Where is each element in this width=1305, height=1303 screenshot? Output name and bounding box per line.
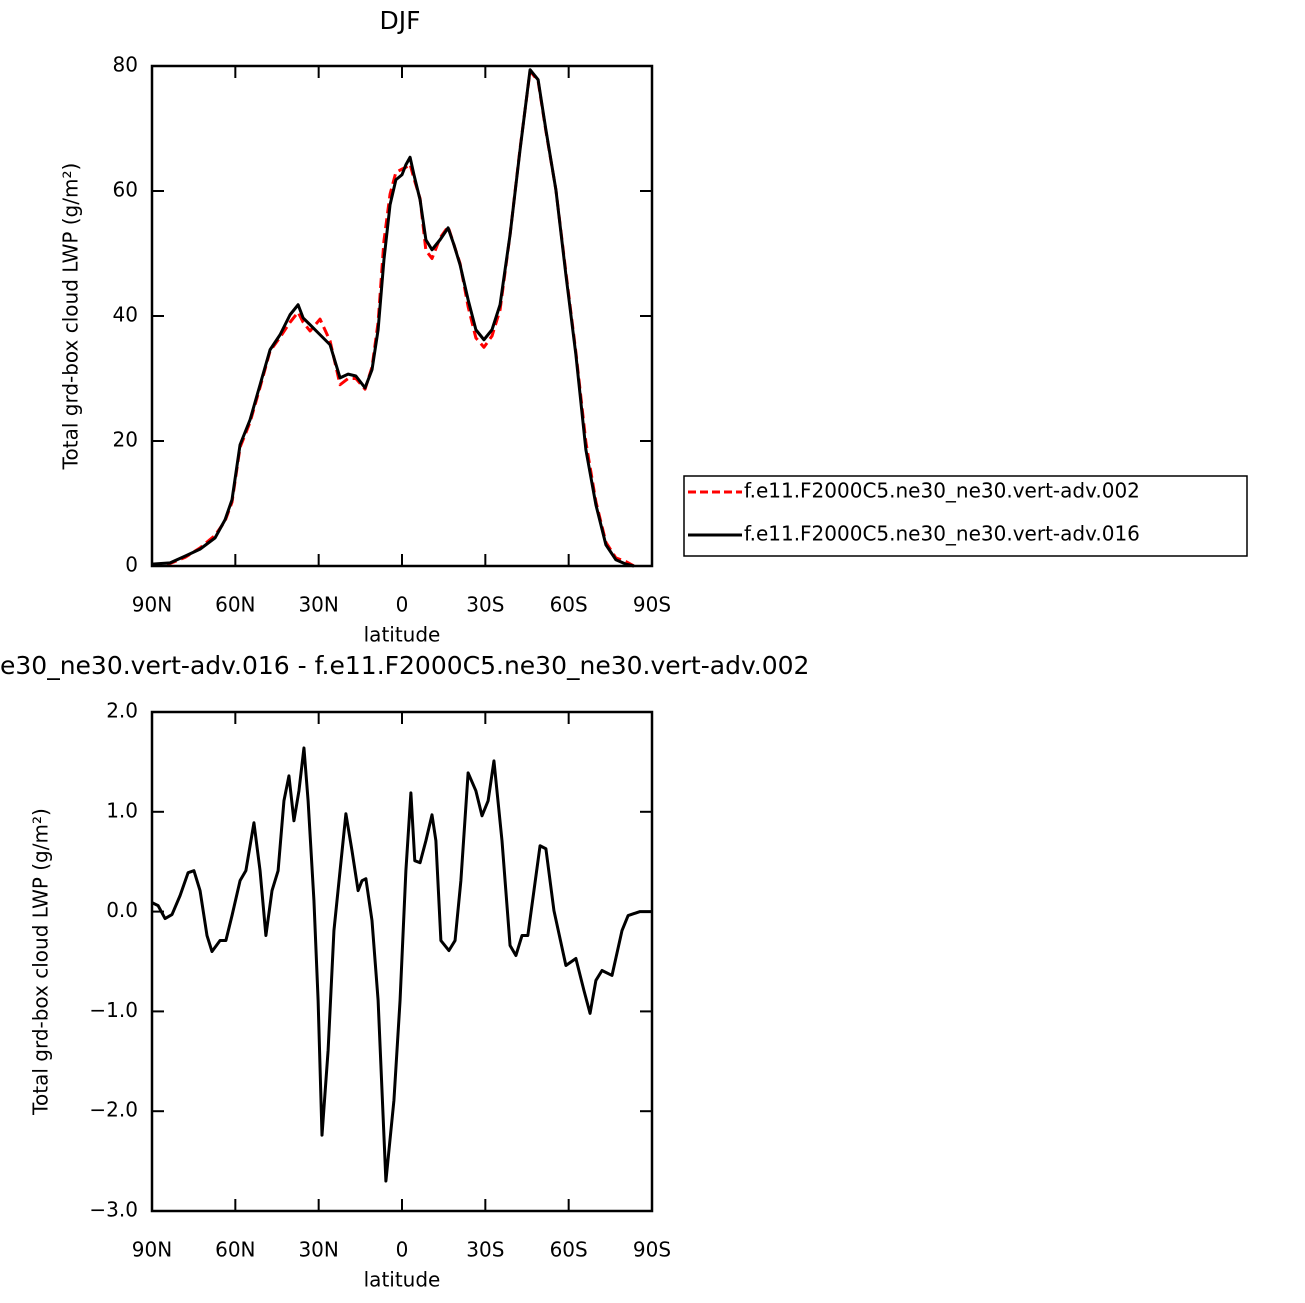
y-tick-label: 80 bbox=[113, 53, 138, 77]
y-tick-label: 1.0 bbox=[106, 798, 138, 822]
legend-label: f.e11.F2000C5.ne30_ne30.vert-adv.016 bbox=[744, 522, 1140, 546]
y-tick-label: 0 bbox=[125, 553, 138, 577]
y-tick-label: −3.0 bbox=[89, 1198, 138, 1222]
y-axis-label: Total grd-box cloud LWP (g/m²) bbox=[29, 808, 53, 1116]
x-tick-label: 90N bbox=[132, 1238, 172, 1262]
y-tick-label: −1.0 bbox=[89, 998, 138, 1022]
x-axis-label: latitude bbox=[364, 623, 441, 647]
x-tick-label: 30S bbox=[466, 593, 504, 617]
x-tick-label: 90S bbox=[633, 593, 671, 617]
data-line bbox=[151, 746, 652, 1183]
x-tick-label: 30N bbox=[298, 593, 338, 617]
y-tick-label: −2.0 bbox=[89, 1098, 138, 1122]
legend-box bbox=[683, 475, 1248, 557]
x-tick-label: 30N bbox=[298, 1238, 338, 1262]
legend-label: f.e11.F2000C5.ne30_ne30.vert-adv.002 bbox=[744, 479, 1140, 503]
y-tick-label: 20 bbox=[113, 428, 138, 452]
x-tick-label: 60S bbox=[550, 593, 588, 617]
y-tick-label: 60 bbox=[113, 178, 138, 202]
y-tick-label: 2.0 bbox=[106, 699, 138, 723]
x-tick-label: 0 bbox=[396, 1238, 409, 1262]
x-tick-label: 90N bbox=[132, 593, 172, 617]
y-axis-label: Total grd-box cloud LWP (g/m²) bbox=[59, 163, 83, 471]
x-tick-label: 60N bbox=[215, 593, 255, 617]
y-tick-label: 40 bbox=[113, 303, 138, 327]
x-tick-label: 60S bbox=[550, 1238, 588, 1262]
x-tick-label: 30S bbox=[466, 1238, 504, 1262]
chart-title: e30_ne30.vert-adv.016 - f.e11.F2000C5.ne… bbox=[0, 651, 809, 680]
data-line bbox=[151, 68, 635, 568]
data-line bbox=[151, 69, 635, 568]
x-axis-label: latitude bbox=[364, 1268, 441, 1292]
chart-title: DJF bbox=[379, 6, 420, 35]
y-tick-label: 0.0 bbox=[106, 898, 138, 922]
x-tick-label: 60N bbox=[215, 1238, 255, 1262]
plot-frame bbox=[150, 64, 654, 568]
x-tick-label: 0 bbox=[396, 593, 409, 617]
x-tick-label: 90S bbox=[633, 1238, 671, 1262]
